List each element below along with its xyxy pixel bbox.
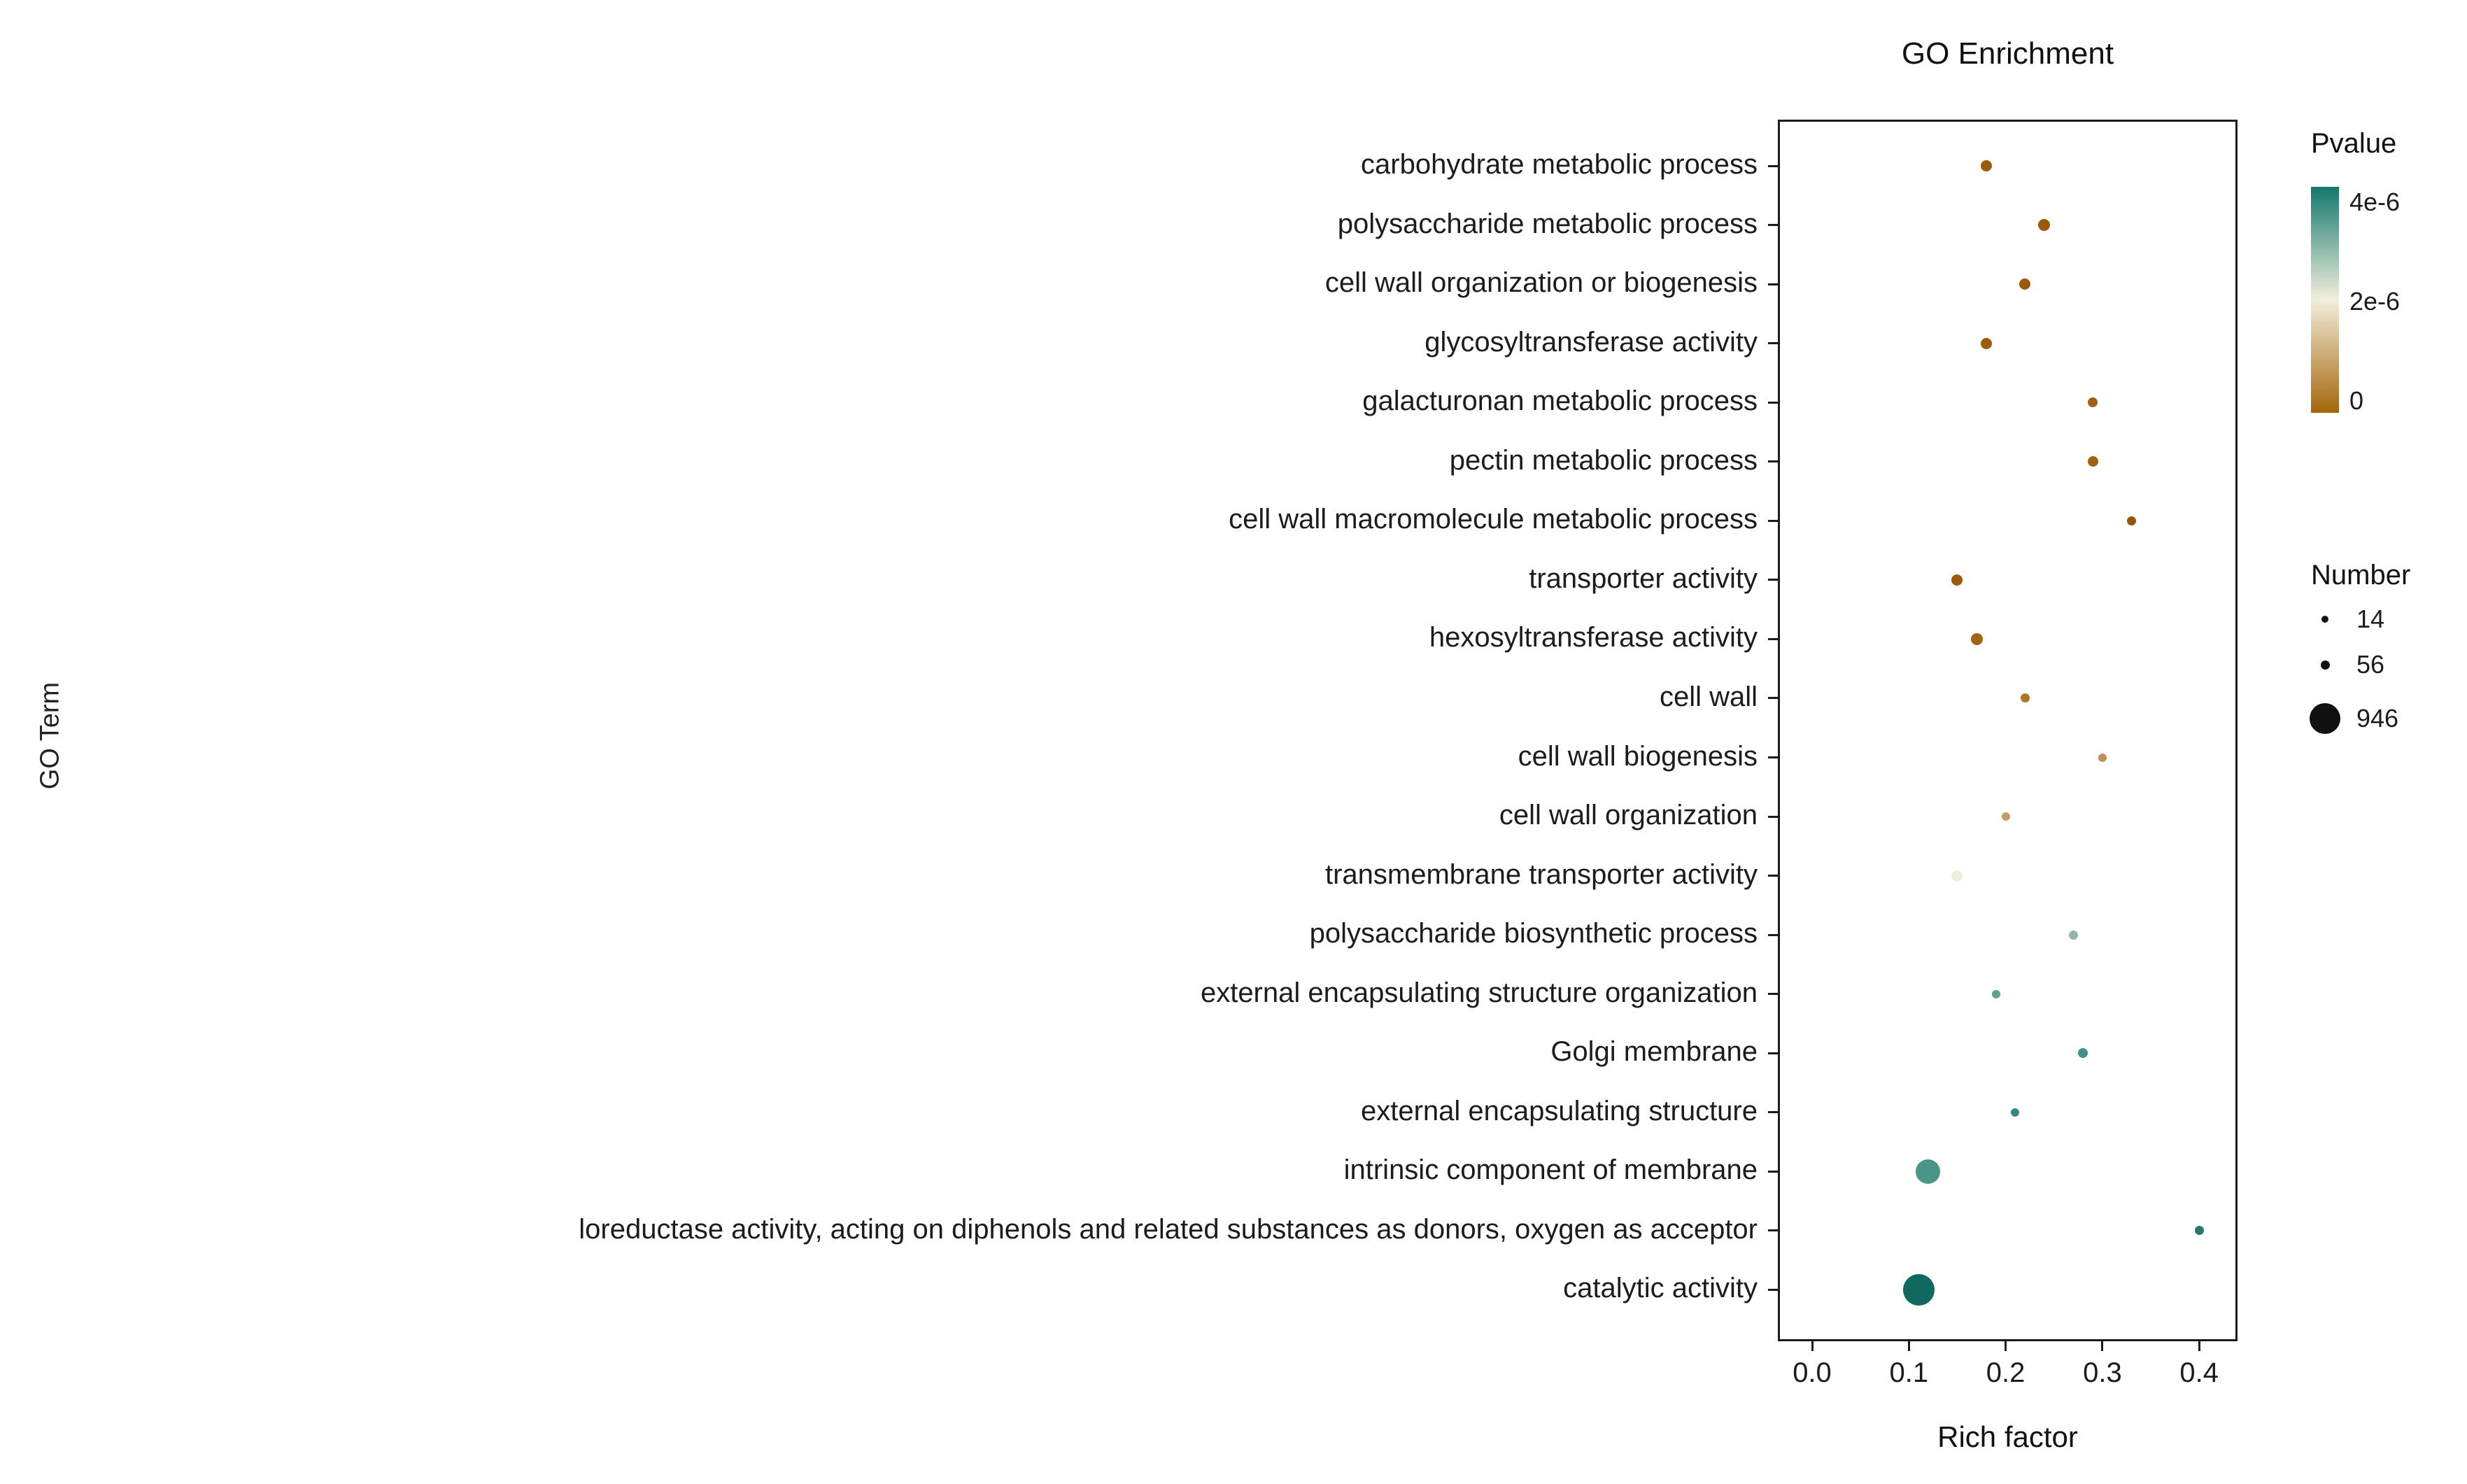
x-axis-tick-label: 0.4 (2179, 1357, 2219, 1388)
data-point (2098, 753, 2107, 762)
y-axis-label: intrinsic component of membrane (1343, 1154, 1758, 1186)
pvalue-tick-mid: 2e-6 (2349, 287, 2401, 316)
y-axis-label: galacturonan metabolic process (1362, 386, 1758, 417)
data-point (2087, 456, 2098, 467)
pvalue-tick-bottom: 0 (2349, 386, 2364, 415)
y-axis-label: transmembrane transporter activity (1324, 858, 1758, 890)
y-axis-tick (1768, 1052, 1778, 1054)
data-point (2020, 693, 2030, 703)
data-point (1980, 337, 1992, 349)
y-axis-tick (1768, 1288, 1778, 1291)
y-axis-tick (1768, 933, 1778, 936)
y-axis-tick (1768, 697, 1778, 700)
x-axis-tick (1907, 1341, 1910, 1351)
number-legend-label: 56 (2356, 650, 2385, 679)
y-axis-tick (1768, 401, 1778, 404)
y-axis-tick (1768, 993, 1778, 996)
y-axis-label: polysaccharide biosynthetic process (1309, 918, 1758, 949)
x-axis-tick (2101, 1341, 2104, 1351)
data-point (1951, 870, 1963, 882)
y-axis-tick (1768, 224, 1778, 227)
data-point (2038, 219, 2051, 232)
number-legend-title: Number (2311, 560, 2411, 591)
y-axis-tick (1768, 283, 1778, 285)
data-point (2001, 812, 2010, 821)
data-point (1970, 633, 1983, 645)
y-axis-label: external encapsulating structure (1361, 1095, 1758, 1126)
plot-panel (1778, 120, 2238, 1341)
x-axis-tick (1811, 1341, 1814, 1351)
y-axis-tick (1768, 460, 1778, 463)
data-point (1951, 574, 1963, 586)
data-point (1902, 1273, 1935, 1306)
y-axis-label: external encapsulating structure organiz… (1200, 977, 1758, 1008)
y-axis-label: loreductase activity, acting on diphenol… (579, 1213, 1758, 1245)
y-axis-tick (1768, 875, 1778, 877)
y-axis-label: transporter activity (1529, 563, 1758, 594)
y-axis-label: carbohydrate metabolic process (1361, 149, 1758, 180)
y-axis-label: cell wall organization or biogenesis (1324, 267, 1758, 299)
y-axis-label: cell wall macromolecule metabolic proces… (1229, 504, 1758, 535)
data-point (1980, 160, 1992, 171)
y-axis-tick (1768, 342, 1778, 345)
y-axis-label: cell wall biogenesis (1518, 740, 1758, 772)
chart-title: GO Enrichment (1901, 36, 2114, 71)
y-axis-tick (1768, 1111, 1778, 1114)
data-point (2194, 1226, 2204, 1236)
y-axis-tick (1768, 1170, 1778, 1173)
y-axis-tick (1768, 637, 1778, 640)
y-axis-label: glycosyltransferase activity (1425, 326, 1758, 358)
y-axis-tick (1768, 519, 1778, 522)
data-point (2126, 516, 2136, 525)
y-axis-tick (1768, 1229, 1778, 1232)
y-axis-label: cell wall organization (1499, 800, 1758, 831)
data-point (1916, 1159, 1941, 1184)
x-axis-tick-label: 0.2 (1986, 1357, 2026, 1388)
y-axis-label: catalytic activity (1563, 1273, 1758, 1304)
pvalue-tick-top: 4e-6 (2349, 188, 2401, 216)
number-legend-dot (2320, 660, 2330, 670)
y-axis-label: hexosyltransferase activity (1429, 622, 1758, 653)
data-point (2019, 278, 2031, 290)
data-point (1991, 989, 2000, 998)
x-axis-tick (2198, 1341, 2200, 1351)
x-axis-tick-label: 0.0 (1793, 1357, 1832, 1388)
y-axis-tick (1768, 579, 1778, 581)
pvalue-colorbar (2311, 187, 2339, 413)
x-axis-tick-label: 0.3 (2083, 1357, 2122, 1388)
y-axis-tick (1768, 756, 1778, 758)
data-point (2011, 1108, 2020, 1117)
y-axis-label: polysaccharide metabolic process (1337, 208, 1758, 239)
data-point (2068, 930, 2078, 940)
data-point (2078, 1048, 2088, 1059)
number-legend-dot (2321, 616, 2328, 623)
x-axis-tick-label: 0.1 (1889, 1357, 1929, 1388)
data-point (2088, 397, 2098, 408)
y-axis-label: Golgi membrane (1550, 1036, 1758, 1068)
number-legend-dot (2310, 703, 2340, 734)
x-axis-tick (2005, 1341, 2007, 1351)
y-axis-tick (1768, 815, 1778, 818)
number-legend-label: 14 (2356, 605, 2385, 633)
y-axis-label: pectin metabolic process (1449, 444, 1758, 476)
number-legend-label: 946 (2356, 704, 2399, 733)
y-axis-label: cell wall (1659, 681, 1758, 712)
x-axis-title: Rich factor (1937, 1420, 2078, 1453)
pvalue-legend-title: Pvalue (2311, 128, 2397, 159)
y-axis-tick (1768, 164, 1778, 167)
